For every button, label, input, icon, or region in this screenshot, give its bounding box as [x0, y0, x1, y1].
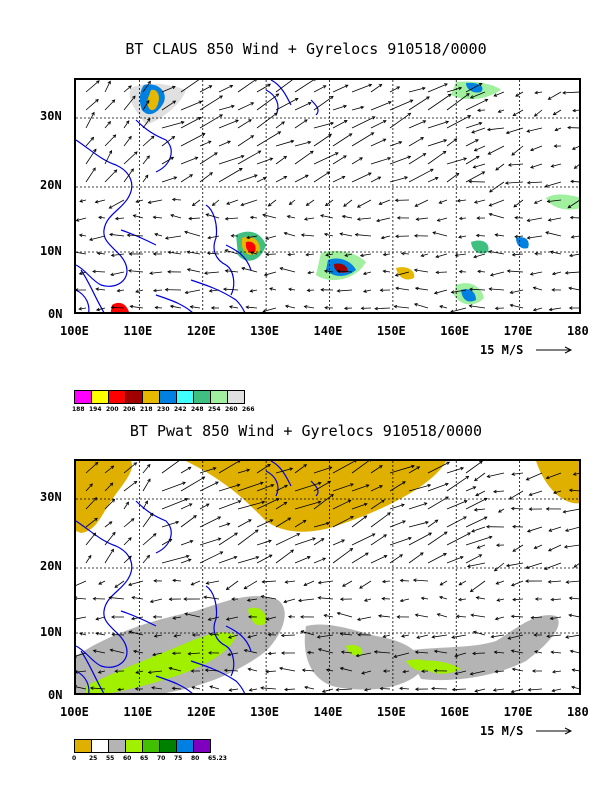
- colorbar-label: 248: [191, 406, 204, 413]
- colorbar-label: 65: [140, 755, 149, 762]
- panel2-lat-20n: 20N: [40, 559, 62, 573]
- lon-label: 160E: [440, 705, 470, 719]
- colorbar-swatch: [193, 390, 211, 404]
- colorbar-label: 80: [191, 755, 200, 762]
- colorbar-label: 70: [157, 755, 166, 762]
- colorbar-swatch: [193, 739, 211, 753]
- colorbar-swatch: [125, 739, 143, 753]
- panel1-lat-20n: 20N: [40, 178, 62, 192]
- lon-label: 170E: [503, 324, 533, 338]
- colorbar-label: 25: [89, 755, 98, 762]
- lon-label: 120E: [186, 705, 216, 719]
- colorbar-swatch: [108, 739, 126, 753]
- lon-label: 130E: [250, 705, 280, 719]
- lon-label: 110E: [123, 324, 153, 338]
- panel2-lat-30n: 30N: [40, 490, 62, 504]
- colorbar-label: 65.23: [208, 755, 227, 762]
- panel2-scale-arrow-icon: [536, 727, 573, 735]
- panel2-lat-10n: 10N: [40, 625, 62, 639]
- panel1-lat-0n: 0N: [48, 307, 63, 321]
- panel2-map-svg: [76, 461, 579, 693]
- panel1-scale-label: 15 M/S: [480, 343, 524, 357]
- panel2-lat-0n: 0N: [48, 688, 63, 702]
- panel1-colorbar: [74, 390, 245, 404]
- lon-label: 140E: [313, 324, 343, 338]
- lon-label: 120E: [186, 324, 216, 338]
- colorbar-swatch: [91, 390, 109, 404]
- colorbar-swatch: [227, 390, 245, 404]
- wind-arrows: [76, 461, 579, 693]
- colorbar-swatch: [210, 390, 228, 404]
- panel1-title: BT CLAUS 850 Wind + Gyrelocs 910518/0000: [125, 40, 487, 58]
- pwat-shading: [76, 461, 579, 693]
- coastline: [76, 80, 319, 312]
- colorbar-label: 60: [123, 755, 132, 762]
- colorbar-label: 266: [242, 406, 255, 413]
- lon-label: 150E: [376, 705, 406, 719]
- panel1-lat-30n: 30N: [40, 109, 62, 123]
- colorbar-label: 242: [174, 406, 187, 413]
- cloud-top-blobs: [110, 81, 579, 312]
- colorbar-label: 230: [157, 406, 170, 413]
- colorbar-label: 206: [123, 406, 136, 413]
- panel1-map: [74, 78, 581, 314]
- panel2-scale-label: 15 M/S: [480, 724, 524, 738]
- coastline: [76, 461, 319, 693]
- colorbar-swatch: [125, 390, 143, 404]
- colorbar-swatch: [176, 390, 194, 404]
- lon-label: 180: [567, 705, 589, 719]
- colorbar-label: 200: [106, 406, 119, 413]
- panel1-map-svg: [76, 80, 579, 312]
- lon-label: 100E: [60, 324, 89, 338]
- grid-lines: [76, 461, 579, 693]
- panel2-colorbar: [74, 739, 211, 753]
- colorbar-swatch: [74, 739, 92, 753]
- colorbar-label: 188: [72, 406, 85, 413]
- colorbar-swatch: [91, 739, 109, 753]
- panel1-scale-arrow-icon: [536, 346, 573, 354]
- panel2-map: [74, 459, 581, 695]
- panel2-title: BT Pwat 850 Wind + Gyrelocs 910518/0000: [129, 422, 483, 440]
- wind-arrows: [76, 80, 579, 312]
- colorbar-label: 0: [72, 755, 77, 762]
- colorbar-label: 55: [106, 755, 115, 762]
- colorbar-label: 218: [140, 406, 153, 413]
- colorbar-swatch: [159, 739, 177, 753]
- lon-label: 160E: [440, 324, 470, 338]
- grid-lines: [76, 80, 579, 312]
- colorbar-swatch: [142, 390, 160, 404]
- colorbar-label: 260: [225, 406, 238, 413]
- colorbar-swatch: [176, 739, 194, 753]
- panel1-lat-10n: 10N: [40, 244, 62, 258]
- colorbar-swatch: [108, 390, 126, 404]
- lon-label: 140E: [313, 705, 343, 719]
- colorbar-label: 194: [89, 406, 102, 413]
- lon-label: 170E: [503, 705, 533, 719]
- lon-label: 110E: [123, 705, 153, 719]
- lon-label: 150E: [376, 324, 406, 338]
- colorbar-label: 75: [174, 755, 183, 762]
- colorbar-label: 254: [208, 406, 221, 413]
- colorbar-swatch: [142, 739, 160, 753]
- lon-label: 130E: [250, 324, 280, 338]
- lon-label: 180: [567, 324, 589, 338]
- colorbar-swatch: [74, 390, 92, 404]
- colorbar-swatch: [159, 390, 177, 404]
- lon-label: 100E: [60, 705, 89, 719]
